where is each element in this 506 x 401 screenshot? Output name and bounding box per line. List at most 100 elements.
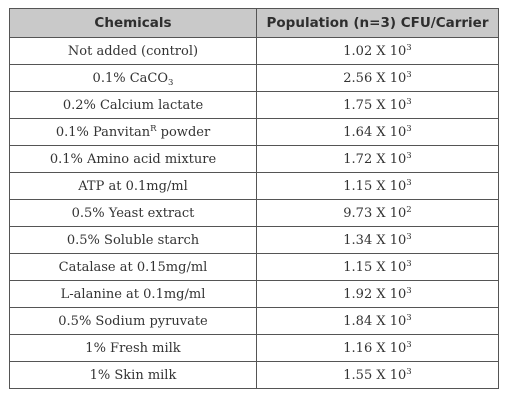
chemical-cell: 0.1% Amino acid mixture xyxy=(9,145,257,173)
population-exponent: 3 xyxy=(406,339,412,350)
chemical-name: 0.1% Amino acid mixture xyxy=(49,151,217,167)
chemical-cell: 0.5% Yeast extract xyxy=(9,199,257,227)
population-cell: 2.56 X 103 xyxy=(256,64,499,92)
table-row: Catalase at 0.15mg/ml 1.15 X 103 xyxy=(9,253,499,281)
population-mantissa: 1.92 xyxy=(343,286,373,302)
chemical-cell: ATP at 0.1mg/ml xyxy=(9,172,257,200)
population-base: X 10 xyxy=(376,313,407,329)
population-exponent: 3 xyxy=(406,366,412,377)
population-base: X 10 xyxy=(376,286,407,302)
header-row: Chemicals Population (n=3) CFU/Carrier xyxy=(9,8,499,38)
table-row: 0.1% Amino acid mixture 1.72 X 103 xyxy=(9,145,499,173)
population-base: X 10 xyxy=(376,43,407,59)
population-base: X 10 xyxy=(376,367,407,383)
population-cell: 1.75 X 103 xyxy=(256,91,499,119)
table-row: 0.5% Yeast extract 9.73 X 102 xyxy=(9,199,499,227)
chemical-subscript: 3 xyxy=(168,77,174,88)
population-base: X 10 xyxy=(376,151,407,167)
population-exponent: 3 xyxy=(406,231,412,242)
chemical-superscript: R xyxy=(150,123,157,134)
population-mantissa: 1.64 xyxy=(343,124,373,140)
population-mantissa: 1.72 xyxy=(343,151,373,167)
population-cell: 1.84 X 103 xyxy=(256,307,499,335)
population-cell: 1.16 X 103 xyxy=(256,334,499,362)
chemical-name: L-alanine at 0.1mg/ml xyxy=(60,286,206,302)
population-cell: 1.15 X 103 xyxy=(256,172,499,200)
chemicals-population-table: Chemicals Population (n=3) CFU/Carrier N… xyxy=(9,8,499,389)
chemical-name: 0.5% Soluble starch xyxy=(66,232,200,248)
population-exponent: 3 xyxy=(406,285,412,296)
chemical-name: 0.5% Yeast extract xyxy=(71,205,195,221)
population-base: X 10 xyxy=(376,124,407,140)
population-base: X 10 xyxy=(376,259,407,275)
population-base: X 10 xyxy=(376,97,407,113)
header-chemicals: Chemicals xyxy=(9,8,257,38)
population-mantissa: 9.73 xyxy=(343,205,373,221)
table-row: 0.5% Sodium pyruvate 1.84 X 103 xyxy=(9,307,499,335)
population-mantissa: 1.16 xyxy=(343,340,373,356)
population-base: X 10 xyxy=(376,70,407,86)
table-row: ATP at 0.1mg/ml 1.15 X 103 xyxy=(9,172,499,200)
header-population: Population (n=3) CFU/Carrier xyxy=(256,8,499,38)
chemical-cell: 0.5% Sodium pyruvate xyxy=(9,307,257,335)
population-base: X 10 xyxy=(376,232,407,248)
chemical-name: ATP at 0.1mg/ml xyxy=(78,178,188,194)
population-cell: 9.73 X 102 xyxy=(256,199,499,227)
population-exponent: 3 xyxy=(406,312,412,323)
chemical-cell: L-alanine at 0.1mg/ml xyxy=(9,280,257,308)
table-row: Not added (control) 1.02 X 103 xyxy=(9,37,499,65)
population-exponent: 3 xyxy=(406,69,412,80)
population-exponent: 3 xyxy=(406,96,412,107)
chemical-cell: 1% Fresh milk xyxy=(9,334,257,362)
population-cell: 1.34 X 103 xyxy=(256,226,499,254)
population-mantissa: 1.15 xyxy=(343,178,373,194)
population-mantissa: 1.15 xyxy=(343,259,373,275)
population-exponent: 3 xyxy=(406,150,412,161)
chemical-cell: 0.2% Calcium lactate xyxy=(9,91,257,119)
chemical-cell: Catalase at 0.15mg/ml xyxy=(9,253,257,281)
chemical-name: Catalase at 0.15mg/ml xyxy=(58,259,208,275)
population-mantissa: 1.84 xyxy=(343,313,373,329)
chemical-name: 0.1% CaCO xyxy=(92,70,169,86)
chemical-cell: 0.1% PanvitanR powder xyxy=(9,118,257,146)
population-cell: 1.72 X 103 xyxy=(256,145,499,173)
table-row: 1% Fresh milk 1.16 X 103 xyxy=(9,334,499,362)
chemical-cell: 0.1% CaCO3 xyxy=(9,64,257,92)
chemical-cell: 0.5% Soluble starch xyxy=(9,226,257,254)
table-row: L-alanine at 0.1mg/ml 1.92 X 103 xyxy=(9,280,499,308)
population-cell: 1.02 X 103 xyxy=(256,37,499,65)
chemical-name: 1% Skin milk xyxy=(89,367,177,383)
population-cell: 1.92 X 103 xyxy=(256,280,499,308)
population-exponent: 3 xyxy=(406,42,412,53)
table-row: 0.5% Soluble starch 1.34 X 103 xyxy=(9,226,499,254)
population-exponent: 3 xyxy=(406,123,412,134)
population-mantissa: 1.02 xyxy=(343,43,373,59)
table-body: Not added (control) 1.02 X 103 0.1% CaCO3 2… xyxy=(9,37,499,389)
population-cell: 1.64 X 103 xyxy=(256,118,499,146)
population-exponent: 3 xyxy=(406,258,412,269)
population-cell: 1.55 X 103 xyxy=(256,361,499,389)
chemical-name: 1% Fresh milk xyxy=(85,340,181,356)
population-mantissa: 1.34 xyxy=(343,232,373,248)
population-mantissa: 1.55 xyxy=(343,367,373,383)
chemical-cell: Not added (control) xyxy=(9,37,257,65)
table-row: 1% Skin milk 1.55 X 103 xyxy=(9,361,499,389)
chemical-name: Not added (control) xyxy=(67,43,199,59)
table-row: 0.1% PanvitanR powder 1.64 X 103 xyxy=(9,118,499,146)
chemical-name: 0.2% Calcium lactate xyxy=(62,97,204,113)
table-header: Chemicals Population (n=3) CFU/Carrier xyxy=(9,8,499,38)
population-base: X 10 xyxy=(376,205,407,221)
population-exponent: 2 xyxy=(406,204,412,215)
population-base: X 10 xyxy=(376,340,407,356)
chemical-name: 0.1% Panvitan xyxy=(55,124,151,140)
population-cell: 1.15 X 103 xyxy=(256,253,499,281)
table-row: 0.1% CaCO3 2.56 X 103 xyxy=(9,64,499,92)
table-row: 0.2% Calcium lactate 1.75 X 103 xyxy=(9,91,499,119)
chemical-name-suffix: powder xyxy=(156,124,211,140)
population-base: X 10 xyxy=(376,178,407,194)
chemical-cell: 1% Skin milk xyxy=(9,361,257,389)
population-mantissa: 1.75 xyxy=(343,97,373,113)
population-mantissa: 2.56 xyxy=(343,70,373,86)
population-exponent: 3 xyxy=(406,177,412,188)
chemical-name: 0.5% Sodium pyruvate xyxy=(58,313,208,329)
